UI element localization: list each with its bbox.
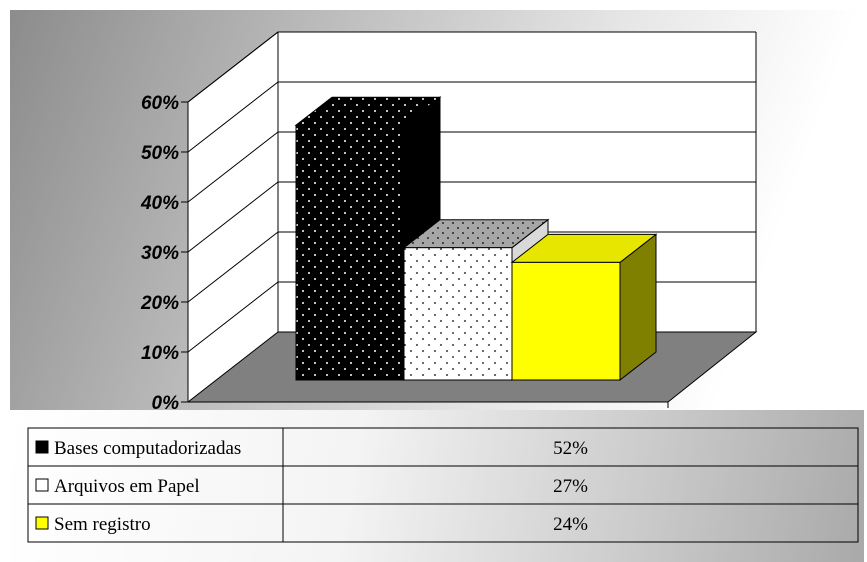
y-tick-label: 60%	[141, 93, 179, 114]
y-tick-label: 0%	[152, 393, 180, 414]
y-tick-label: 20%	[140, 293, 179, 314]
y-axis: 0% 10% 20% 30% 40% 50% 60%	[140, 31, 757, 414]
bar-front-face	[511, 261, 621, 381]
bars	[294, 96, 658, 382]
value-label: 27%	[553, 476, 588, 497]
table-row: Arquivos em Papel 27%	[35, 476, 588, 497]
value-label: 24%	[553, 514, 588, 535]
y-tick-label: 40%	[140, 193, 179, 214]
legend-label: Bases computadorizadas	[54, 438, 241, 459]
table-border	[27, 427, 859, 543]
side-wall-top-edge	[187, 31, 279, 103]
legend-label: Arquivos em Papel	[54, 476, 200, 497]
value-label: 52%	[553, 438, 588, 459]
y-tick-label: 50%	[141, 143, 179, 164]
y-tick-label: 10%	[141, 343, 179, 364]
table-row: Bases computadorizadas 52%	[35, 438, 588, 459]
data-table: Bases computadorizadas 52% Arquivos em Pap…	[27, 427, 859, 543]
bar-front-face	[403, 247, 513, 381]
gridline-side	[187, 231, 279, 303]
bar-front-face	[295, 124, 405, 381]
legend-swatch	[35, 478, 49, 492]
bar-3	[510, 233, 658, 382]
table-background	[10, 410, 864, 562]
gridline-side	[187, 281, 279, 353]
bar-1	[294, 96, 442, 382]
legend-swatch	[35, 440, 49, 454]
table-row: Sem registro 24%	[35, 514, 588, 535]
gridline-side	[187, 131, 279, 203]
gridline-side	[187, 181, 279, 253]
y-tick-label: 30%	[141, 243, 179, 264]
legend-label: Sem registro	[54, 514, 151, 535]
gridline-side	[187, 81, 279, 153]
legend-swatch	[35, 516, 49, 530]
